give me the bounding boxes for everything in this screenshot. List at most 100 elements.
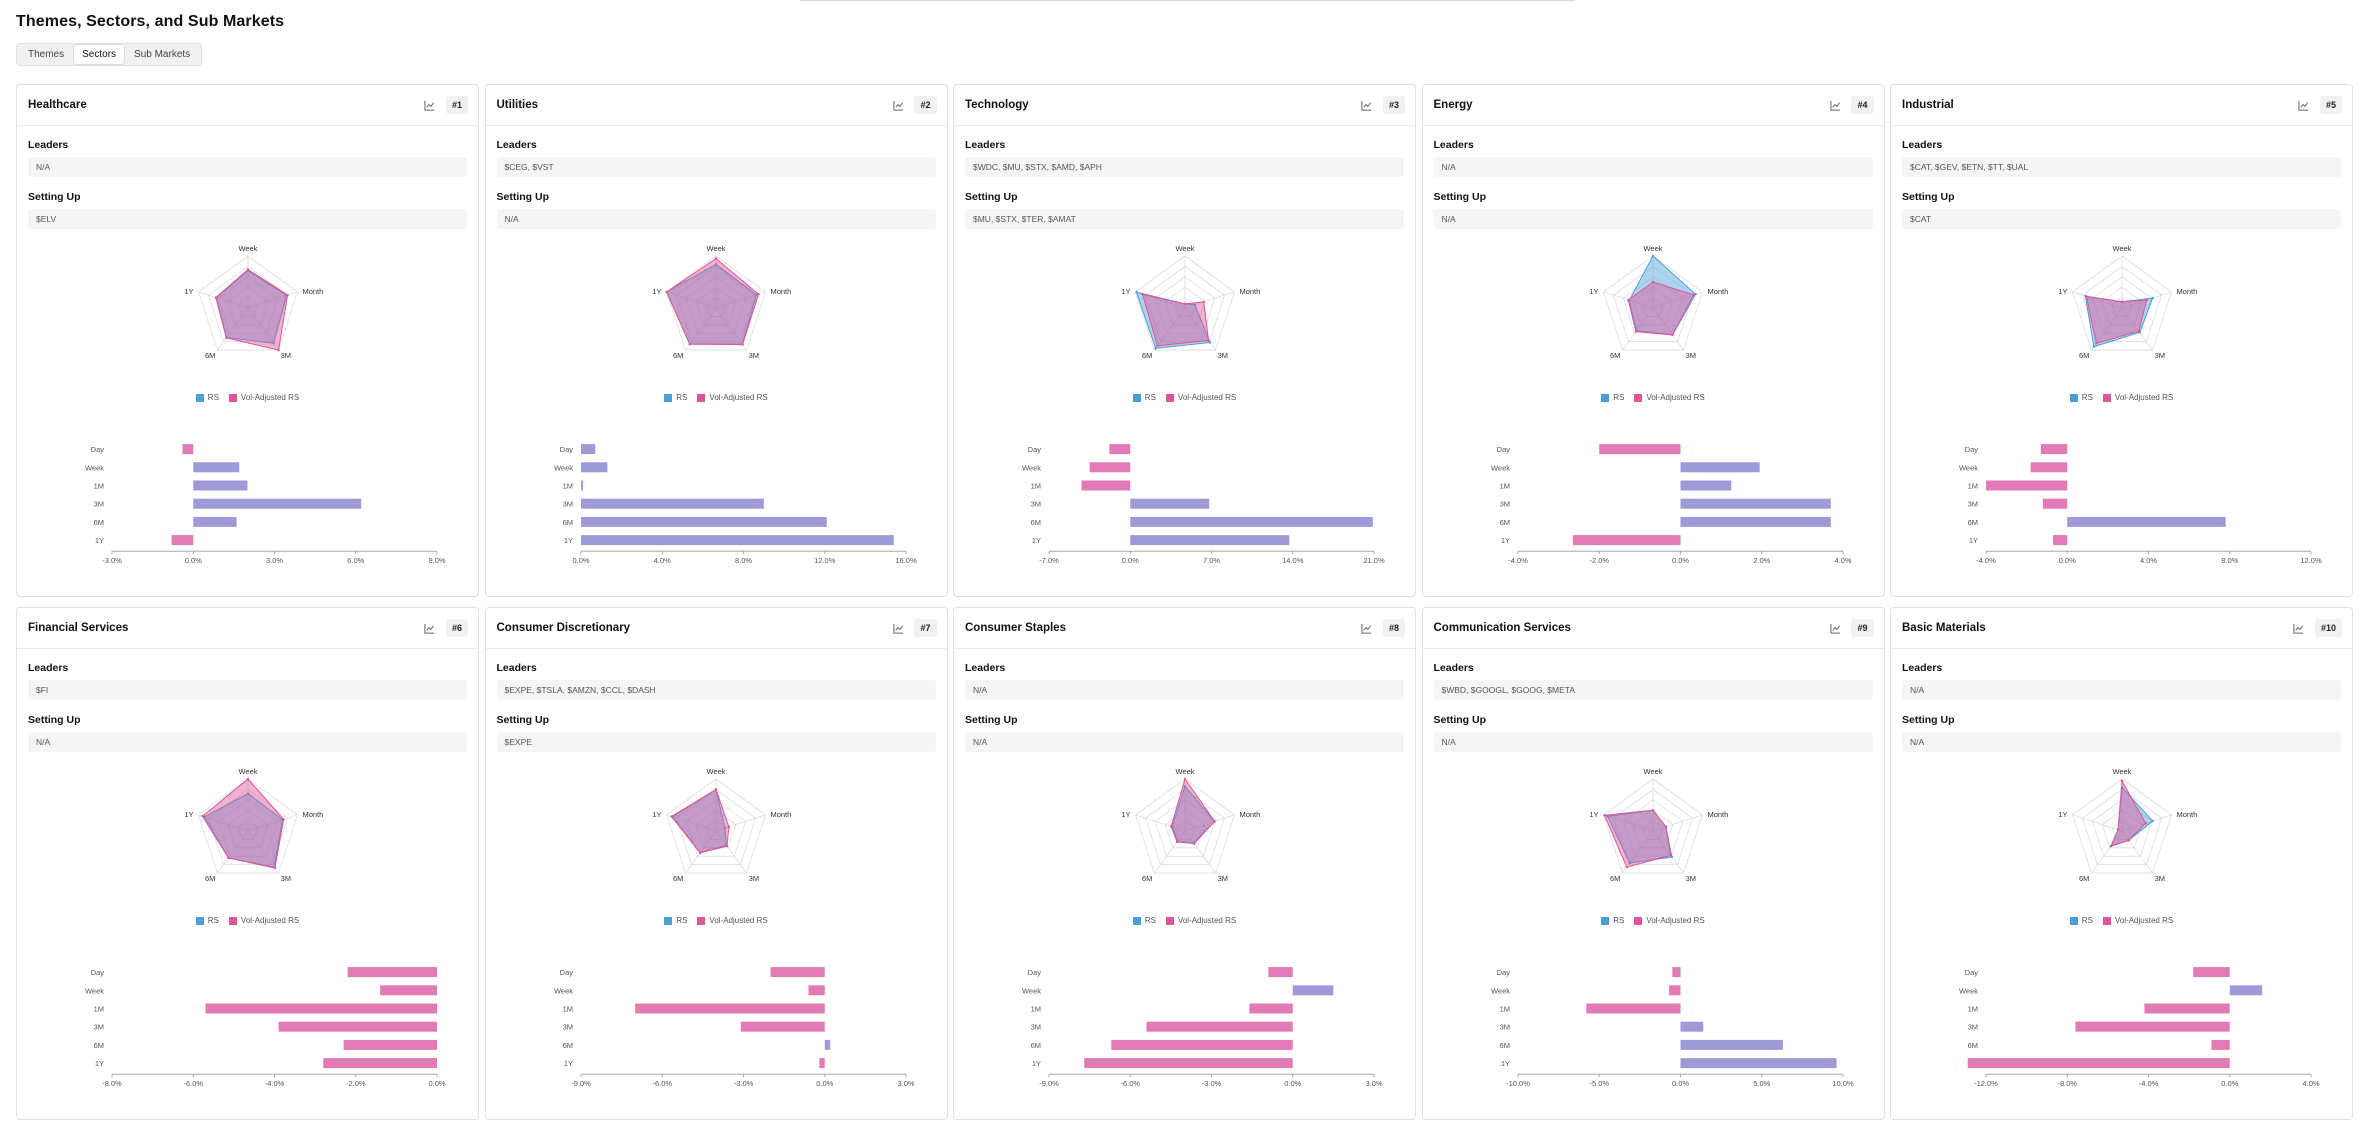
radar-rs-area-point <box>1606 815 1609 818</box>
line-chart-icon[interactable] <box>423 98 437 112</box>
legend-vol-swatch <box>1165 916 1174 925</box>
legend-vol-adjusted[interactable]: Vol-Adjusted RS <box>228 393 299 402</box>
legend-vol-adjusted[interactable]: Vol-Adjusted RS <box>2102 393 2173 402</box>
legend-vol-adjusted[interactable]: Vol-Adjusted RS <box>2102 916 2174 925</box>
x-tick-label: 4.0% <box>653 556 670 565</box>
setting-up-label: Setting Up <box>1902 191 1955 203</box>
period-bar-chart: 0.0% 4.0% 8.0% 12.0% 16.0% Day Week 1M 3M 6M 1Y <box>553 444 916 565</box>
bar-category-label: Day <box>1028 968 1042 977</box>
period-bar <box>323 1058 437 1069</box>
legend-vol-adjusted[interactable]: Vol-Adjusted RS <box>1634 916 1705 925</box>
legend-rs[interactable]: RS <box>195 393 219 402</box>
legend-vol-adjusted[interactable]: Vol-Adjusted RS <box>228 916 299 925</box>
radar-vol-area <box>214 268 288 351</box>
leaders-value: $WBD, $GOOGL, $GOOG, $META <box>1433 680 1873 700</box>
legend-rs[interactable]: RS <box>2069 916 2093 925</box>
period-bar-chart: -3.0% 0.0% 3.0% 6.0% 9.0% Day Week 1M 3M 6M 1Y <box>85 444 446 565</box>
radar-grid-ring <box>666 778 766 874</box>
bar-category-label: 1Y <box>95 1059 104 1068</box>
setting-up-label: Setting Up <box>496 191 550 203</box>
radar-vol-area-point <box>1603 814 1606 817</box>
legend-vol-adjusted[interactable]: Vol-Adjusted RS <box>1634 393 1705 402</box>
setting-up-label: Setting Up <box>1902 714 1955 726</box>
bar-category-label: 1M <box>94 1005 104 1014</box>
x-tick-label: 3.0% <box>266 556 283 565</box>
legend-vol-adjusted[interactable]: Vol-Adjusted RS <box>697 393 768 402</box>
bar-category-label: 1M <box>1499 482 1509 491</box>
bar-category-label: 3M <box>1499 1023 1509 1032</box>
legend-rs[interactable]: RS <box>1132 916 1156 925</box>
line-chart-icon[interactable] <box>2292 621 2306 635</box>
x-tick-label: 0.0% <box>1671 1079 1688 1088</box>
radar-axis-label: 6M <box>205 874 215 883</box>
sector-title: Consumer Discretionary <box>496 622 631 634</box>
sector-grid: Healthcare #1 Leaders N/A Setting Up $ELV Week… <box>16 84 2354 1120</box>
legend-rs[interactable]: RS <box>664 916 687 925</box>
line-chart-icon[interactable] <box>1360 621 1374 635</box>
legend-vol-adjusted[interactable]: Vol-Adjusted RS <box>1165 393 1236 402</box>
leaders-value: N/A <box>1902 680 2341 700</box>
legend-rs[interactable]: RS <box>1132 393 1156 402</box>
leaders-value: $CEG, $VST <box>496 157 936 177</box>
legend-vol-label: Vol-Adjusted RS <box>1646 916 1705 925</box>
x-tick-label: 2.0% <box>1753 556 1770 565</box>
bar-category-label: Week <box>85 463 104 472</box>
bar-category-label: 3M <box>1499 500 1509 509</box>
legend-rs[interactable]: RS <box>2069 393 2093 402</box>
tab-sectors[interactable]: Sectors <box>74 45 125 64</box>
legend-vol-label: Vol-Adjusted RS <box>2114 916 2174 925</box>
legend-vol-adjusted[interactable]: Vol-Adjusted RS <box>1165 916 1236 925</box>
sector-title: Healthcare <box>28 99 87 111</box>
line-chart-icon[interactable] <box>1828 621 1842 635</box>
line-chart-icon[interactable] <box>1828 98 1842 112</box>
legend-rs[interactable]: RS <box>664 393 687 402</box>
line-chart-icon[interactable] <box>891 98 905 112</box>
radar-vol-area-point <box>714 788 718 791</box>
card-header: Industrial #5 <box>1891 85 2352 126</box>
radar-grid-ring <box>685 276 747 334</box>
bar-category-label: Day <box>1965 968 1979 977</box>
radar-axis-label: 1Y <box>652 810 661 819</box>
period-bar <box>808 985 825 996</box>
leaders-label: Leaders <box>1433 662 1474 674</box>
radar-vol-area <box>1627 281 1695 336</box>
legend-rs[interactable]: RS <box>195 916 219 925</box>
radar-vol-area <box>201 778 284 869</box>
legend-rs[interactable]: RS <box>1601 916 1624 925</box>
radar-chart: Week Month 3M 6M 1Y <box>652 767 791 883</box>
bar-category-label: 1M <box>1031 482 1041 491</box>
x-tick-label: 3.0% <box>1365 1079 1382 1088</box>
radar-vol-area-point <box>1664 825 1668 829</box>
card-header-actions: #4 <box>1828 96 1874 114</box>
setting-up-label: Setting Up <box>28 191 81 203</box>
leaders-label: Leaders <box>965 662 1006 674</box>
radar-axis-label: Month <box>1239 810 1260 819</box>
bar-category-label: Week <box>1490 986 1509 995</box>
legend-vol-adjusted[interactable]: Vol-Adjusted RS <box>697 916 768 925</box>
line-chart-icon[interactable] <box>423 621 437 635</box>
legend-rs[interactable]: RS <box>1601 393 1624 402</box>
tab-sub-markets[interactable]: Sub Markets <box>134 49 191 60</box>
line-chart-icon[interactable] <box>2297 98 2311 112</box>
x-tick-label: 0.0% <box>2221 1079 2238 1088</box>
period-bar <box>1967 1058 2230 1069</box>
radar-vol-area <box>1603 809 1672 868</box>
radar-axis-label: 1Y <box>1121 810 1130 819</box>
leaders-value: $CAT, $GEV, $ETN, $TT, $UAL <box>1902 157 2341 177</box>
line-chart-icon[interactable] <box>891 621 905 635</box>
radar-spoke <box>197 291 248 309</box>
period-bar <box>193 498 362 509</box>
radar-spoke <box>685 307 717 351</box>
radar-spoke <box>1652 830 1684 874</box>
bar-category-label: 6M <box>562 518 572 527</box>
x-tick-label: 4.0% <box>2140 556 2157 565</box>
setting-up-label: Setting Up <box>965 191 1018 203</box>
radar-axis-label: 1Y <box>652 287 661 296</box>
x-tick-label: 0.0% <box>185 556 202 565</box>
leaders-label: Leaders <box>496 139 537 151</box>
radar-grid-ring <box>237 297 258 317</box>
period-bar <box>2040 444 2068 455</box>
tab-themes[interactable]: Themes <box>28 49 65 60</box>
legend-rs-swatch <box>664 393 673 402</box>
line-chart-icon[interactable] <box>1360 98 1374 112</box>
